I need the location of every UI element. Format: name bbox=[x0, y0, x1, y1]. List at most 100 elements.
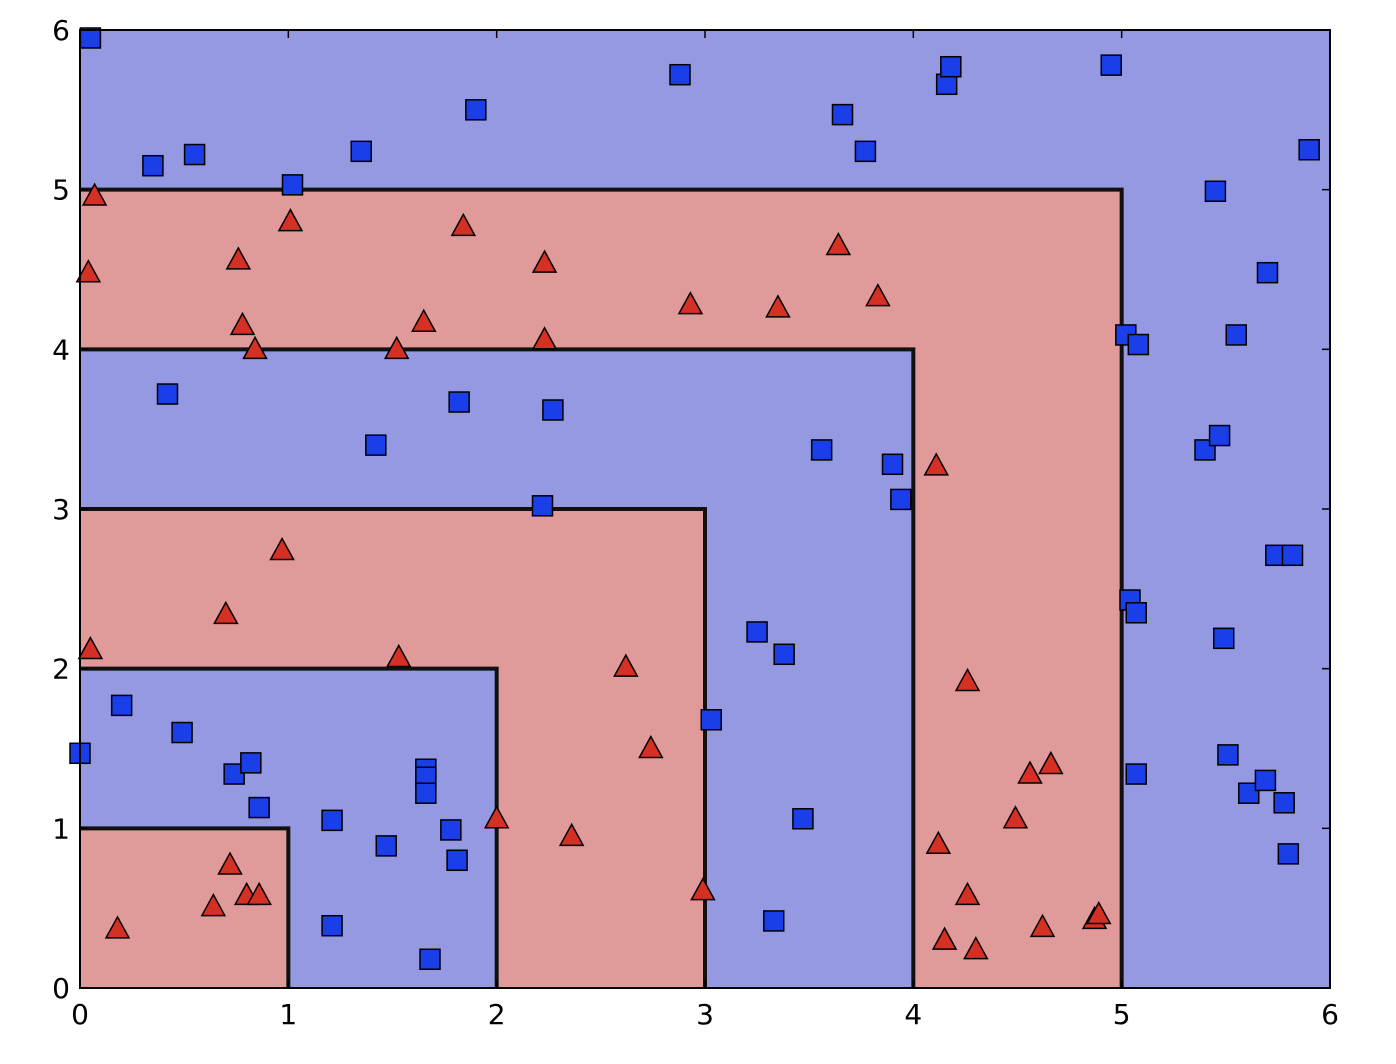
square-marker bbox=[440, 819, 462, 841]
square-marker bbox=[448, 391, 470, 413]
square-marker bbox=[419, 948, 441, 971]
x-tick-label: 4 bbox=[904, 998, 922, 1031]
x-tick-label: 1 bbox=[279, 998, 297, 1031]
triangle-marker bbox=[200, 893, 227, 917]
triangle-marker bbox=[931, 926, 958, 950]
triangle-marker bbox=[558, 822, 585, 847]
square-marker bbox=[1273, 792, 1295, 814]
square-marker bbox=[281, 174, 304, 196]
square-marker bbox=[854, 140, 877, 163]
triangle-marker bbox=[825, 231, 852, 256]
square-marker bbox=[1127, 333, 1150, 356]
square-marker bbox=[321, 809, 343, 832]
square-marker bbox=[1100, 54, 1122, 76]
tick-layer: 0 1 2 3 4 5 6 0 1 2 3 4 5 6 bbox=[52, 14, 1339, 1031]
y-tick-label: 5 bbox=[52, 174, 70, 207]
triangle-marker bbox=[1038, 750, 1064, 775]
square-marker bbox=[240, 752, 262, 774]
square-marker bbox=[700, 709, 722, 731]
triangle-marker bbox=[613, 653, 639, 677]
square-marker bbox=[1254, 769, 1277, 792]
square-marker bbox=[531, 495, 554, 517]
triangle-marker bbox=[225, 246, 252, 270]
y-tick-label: 4 bbox=[52, 333, 70, 366]
region-red-5 bbox=[80, 828, 289, 988]
y-tick-label: 6 bbox=[52, 14, 70, 47]
triangle-marker bbox=[104, 915, 131, 939]
triangle-marker bbox=[385, 643, 412, 668]
square-marker bbox=[446, 849, 468, 872]
square-marker bbox=[763, 910, 785, 932]
square-marker bbox=[1256, 261, 1279, 284]
triangle-marker bbox=[925, 830, 952, 855]
square-marker bbox=[415, 782, 437, 804]
triangle-marker bbox=[410, 308, 437, 332]
triangle-marker bbox=[1017, 760, 1043, 784]
square-marker bbox=[542, 399, 564, 421]
triangle-marker bbox=[246, 881, 272, 906]
triangle-marker bbox=[77, 635, 104, 660]
square-marker bbox=[1213, 627, 1235, 650]
square-marker bbox=[156, 383, 179, 405]
triangle-marker bbox=[269, 536, 295, 561]
x-tick-label: 2 bbox=[488, 998, 506, 1031]
x-tick-label: 0 bbox=[71, 998, 89, 1031]
marker-layer bbox=[69, 27, 1320, 971]
square-marker bbox=[1204, 180, 1227, 203]
square-marker bbox=[465, 99, 487, 121]
triangle-marker bbox=[531, 249, 558, 273]
triangle-marker bbox=[1085, 900, 1112, 925]
square-marker bbox=[1225, 324, 1247, 346]
square-marker bbox=[881, 453, 904, 476]
triangle-marker bbox=[1002, 805, 1029, 829]
square-marker bbox=[792, 808, 814, 830]
triangle-marker bbox=[229, 311, 256, 336]
square-marker bbox=[171, 721, 193, 744]
square-marker bbox=[1298, 139, 1320, 161]
triangle-marker bbox=[1029, 913, 1056, 938]
triangle-marker bbox=[450, 212, 477, 237]
square-marker bbox=[375, 835, 397, 857]
square-marker bbox=[110, 694, 133, 717]
triangle-marker bbox=[765, 294, 791, 318]
boundary-line-1 bbox=[80, 187, 1124, 988]
boundary-line-2 bbox=[80, 347, 916, 988]
triangle-marker bbox=[483, 805, 510, 829]
x-tick-label: 3 bbox=[696, 998, 714, 1031]
triangle-marker bbox=[963, 936, 989, 960]
square-marker bbox=[1281, 544, 1304, 567]
square-marker bbox=[1217, 744, 1239, 766]
y-tick-label: 0 bbox=[52, 972, 70, 1005]
x-tick-label: 6 bbox=[1321, 998, 1339, 1031]
y-tick-label: 1 bbox=[52, 812, 70, 845]
triangle-marker bbox=[81, 182, 108, 206]
boundary-line-3 bbox=[80, 507, 707, 988]
triangle-marker bbox=[217, 851, 243, 875]
y-tick-label: 2 bbox=[52, 653, 70, 686]
triangle-marker bbox=[865, 283, 891, 307]
square-marker bbox=[773, 643, 795, 666]
triangle-marker bbox=[677, 291, 704, 315]
boundary-layer bbox=[80, 187, 1124, 988]
square-marker bbox=[810, 439, 833, 461]
triangle-marker bbox=[954, 667, 981, 692]
square-marker bbox=[223, 763, 245, 785]
square-marker bbox=[183, 143, 206, 166]
y-tick-label: 3 bbox=[52, 493, 70, 526]
square-marker bbox=[890, 488, 912, 511]
square-marker bbox=[142, 154, 164, 177]
square-marker bbox=[350, 140, 372, 163]
square-marker bbox=[1238, 782, 1260, 804]
triangle-marker bbox=[277, 208, 304, 232]
boundary-line-4 bbox=[80, 666, 499, 988]
square-marker bbox=[1125, 763, 1147, 785]
square-marker bbox=[321, 914, 343, 937]
x-tick-label: 5 bbox=[1113, 998, 1131, 1031]
square-marker bbox=[669, 63, 691, 86]
square-marker bbox=[248, 796, 270, 819]
triangle-marker bbox=[213, 600, 239, 625]
square-marker bbox=[1277, 843, 1300, 865]
triangle-marker bbox=[923, 452, 950, 476]
triangle-marker bbox=[690, 877, 716, 901]
